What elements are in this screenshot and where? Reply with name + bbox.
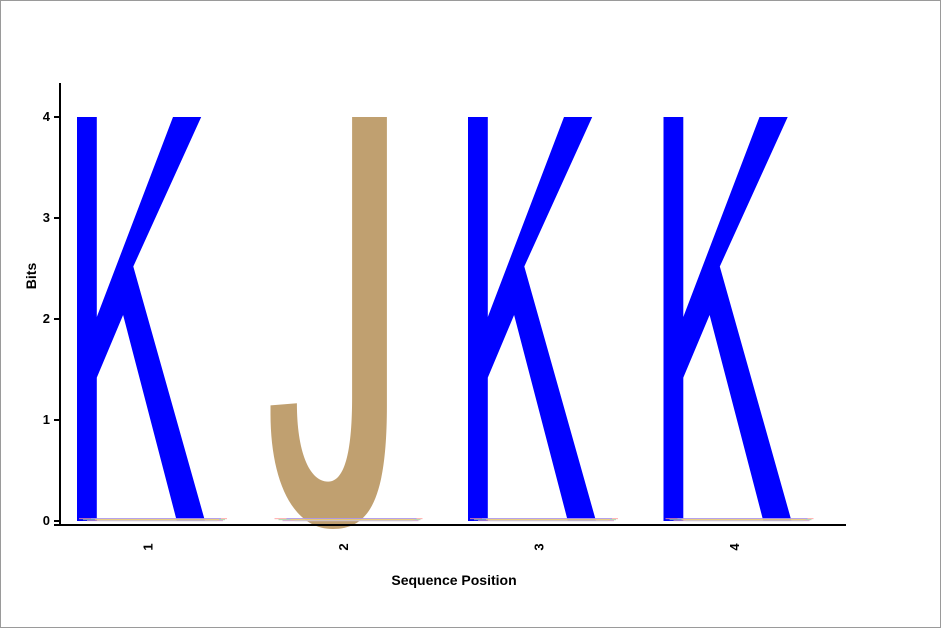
baseline-minor-letter — [95, 519, 219, 521]
y-axis-title: Bits — [23, 263, 39, 290]
baseline-minor-letter — [290, 519, 415, 521]
x-tick-label: 4 — [727, 543, 742, 551]
x-tick-group: 1 2 3 4 — [140, 543, 742, 551]
x-tick-label: 3 — [531, 543, 546, 550]
baseline-minor-letter — [486, 519, 610, 521]
y-tick-label: 0 — [43, 513, 50, 528]
baseline-noise-group — [79, 518, 814, 522]
baseline-minor-letter — [482, 518, 612, 520]
letter-J-glyph — [270, 117, 387, 529]
y-tick-label: 4 — [43, 109, 51, 124]
y-tick-group: 0 1 2 3 4 — [43, 109, 60, 528]
baseline-minor-letter — [91, 518, 221, 520]
letter-stack-group — [77, 117, 792, 529]
baseline-minor-letter — [685, 520, 804, 522]
y-tick-label: 3 — [43, 210, 50, 225]
x-axis-title: Sequence Position — [391, 572, 516, 588]
letter-K-glyph — [663, 117, 792, 521]
baseline-minor-letter — [490, 520, 608, 522]
y-tick-label: 2 — [43, 311, 50, 326]
baseline-minor-letter — [681, 519, 806, 521]
baseline-minor-letter — [99, 520, 217, 522]
x-tick-label: 2 — [336, 543, 351, 550]
y-tick-label: 1 — [43, 412, 50, 427]
baseline-minor-letter — [286, 518, 417, 520]
baseline-minor-letter — [677, 518, 808, 520]
x-tick-label: 1 — [140, 543, 155, 550]
letter-K-glyph — [468, 117, 596, 521]
letter-K-glyph — [77, 117, 205, 521]
baseline-minor-letter — [294, 520, 413, 522]
